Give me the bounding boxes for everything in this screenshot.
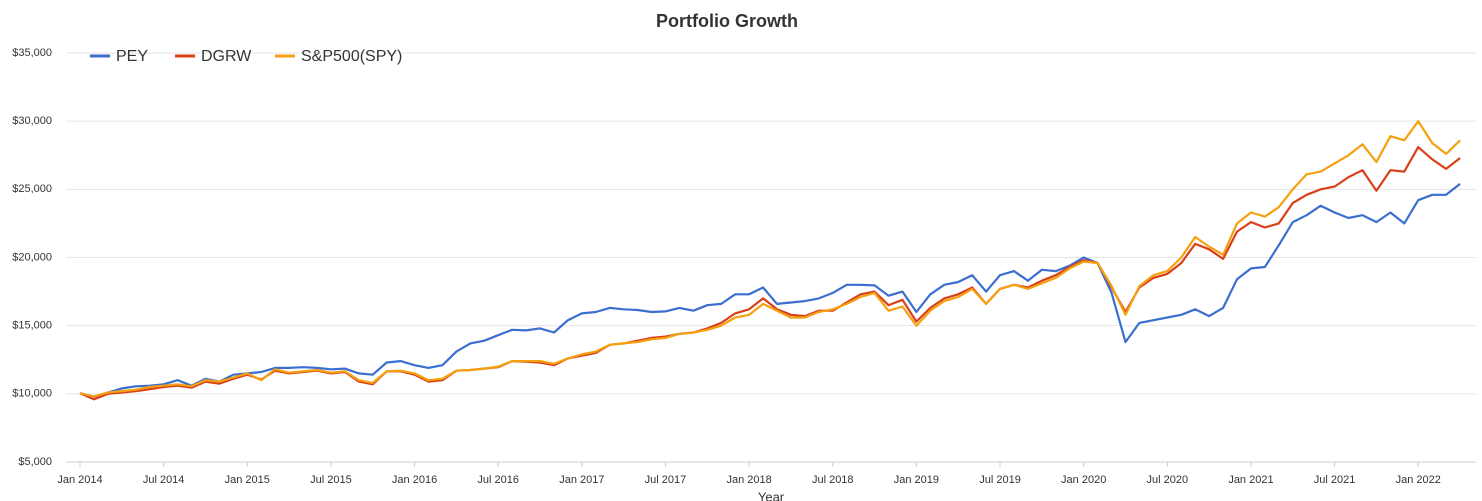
x-tick-label: Jan 2022: [1396, 474, 1441, 486]
x-tick-label: Jul 2020: [1147, 474, 1189, 486]
y-tick-label: $25,000: [12, 183, 52, 195]
chart-title: Portfolio Growth: [656, 11, 798, 31]
x-tick-label: Jul 2015: [310, 474, 352, 486]
x-tick-label: Jan 2021: [1228, 474, 1273, 486]
y-tick-label: $30,000: [12, 115, 52, 127]
x-tick-label: Jul 2017: [645, 474, 687, 486]
series-line: [79, 120, 1461, 398]
x-tick-label: Jan 2016: [392, 474, 437, 486]
legend-label: S&P500(SPY): [301, 48, 402, 65]
y-tick-label: $10,000: [12, 388, 52, 400]
x-tick-label: Jul 2014: [143, 474, 185, 486]
legend-label: PEY: [116, 48, 148, 65]
x-tick-label: Jan 2017: [559, 474, 604, 486]
series-line: [79, 183, 1461, 398]
x-tick-label: Jul 2019: [979, 474, 1021, 486]
x-tick-label: Jan 2020: [1061, 474, 1106, 486]
legend-label: DGRW: [201, 48, 252, 65]
y-tick-label: $5,000: [18, 456, 52, 468]
x-tick-label: Jul 2021: [1314, 474, 1356, 486]
y-tick-label: $20,000: [12, 251, 52, 263]
x-tick-label: Jul 2018: [812, 474, 854, 486]
x-tick-label: Jul 2016: [477, 474, 519, 486]
x-axis-label: Year: [758, 489, 785, 501]
x-tick-label: Jan 2019: [894, 474, 939, 486]
y-tick-label: $35,000: [12, 47, 52, 59]
y-tick-label: $15,000: [12, 320, 52, 332]
x-tick-label: Jan 2015: [225, 474, 270, 486]
x-tick-label: Jan 2014: [57, 474, 102, 486]
series-line: [79, 146, 1461, 401]
x-tick-label: Jan 2018: [726, 474, 771, 486]
